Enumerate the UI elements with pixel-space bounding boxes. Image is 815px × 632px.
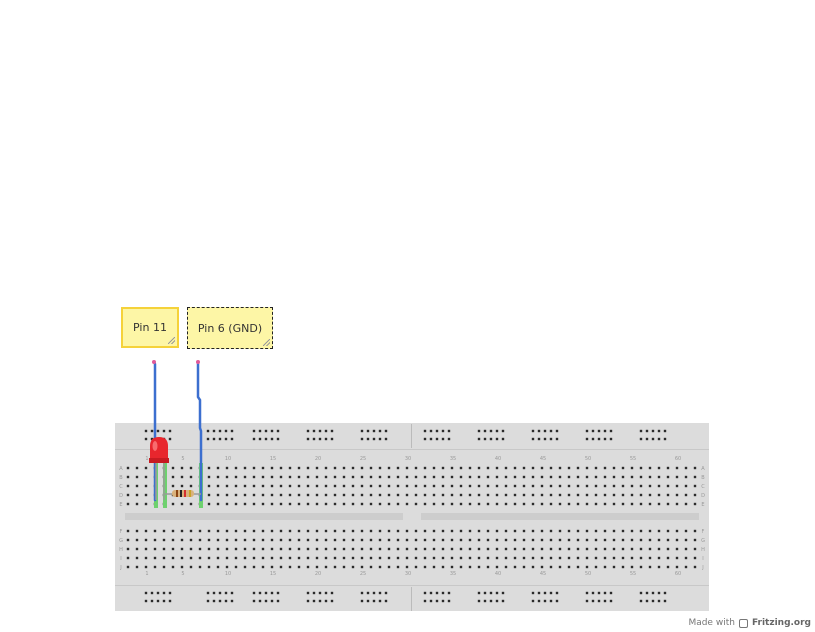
wire-pin-11[interactable] [152,360,157,502]
center-channel [421,513,699,520]
note-pin-6-gnd[interactable]: Pin 6 (GND) [187,307,273,349]
column-label: 55 [630,456,636,462]
row-label: B [701,475,705,481]
row-label: G [701,538,705,544]
column-label: 50 [585,571,591,577]
row-label: C [701,484,705,490]
column-label: 20 [315,571,321,577]
column-label: 60 [675,456,681,462]
column-label: 25 [360,456,366,462]
column-label: 15 [270,456,276,462]
row-label: G [119,538,123,544]
row-label: J [701,565,703,571]
column-label: 30 [405,571,411,577]
fritzing-credit: Made with Fritzing.org [688,618,811,628]
note-text: Pin 11 [133,321,167,334]
row-label: I [120,556,121,562]
rail-split [411,587,412,611]
column-label: 10 [225,456,231,462]
wire-pin-6-gnd[interactable] [196,360,203,502]
rail-divider [115,449,709,450]
column-label: 40 [495,456,501,462]
row-label: D [701,493,705,499]
breadboard-labels: 1155101015152020252530303535404045455050… [119,456,705,577]
wire-end[interactable] [196,360,200,364]
rail-split [411,424,412,448]
note-pin-11[interactable]: Pin 11 [121,307,179,348]
column-label: 45 [540,456,546,462]
column-label: 35 [450,571,456,577]
breadboard-holes [126,429,697,603]
resize-grip-icon[interactable] [263,339,270,346]
row-label: A [119,466,123,472]
credit-prefix: Made with [688,618,735,628]
row-label: E [119,502,122,508]
column-label: 10 [225,571,231,577]
column-label: 25 [360,571,366,577]
center-channel [125,513,403,520]
column-label: 15 [270,571,276,577]
column-label: 5 [181,456,184,462]
column-label: 50 [585,456,591,462]
resize-grip-icon[interactable] [168,337,175,344]
row-label: C [119,484,123,490]
row-label: A [701,466,705,472]
rail-divider [115,585,709,586]
column-label: 20 [315,456,321,462]
note-text: Pin 6 (GND) [197,321,263,335]
row-label: F [120,529,123,535]
row-label: I [702,556,703,562]
column-label: 45 [540,571,546,577]
led[interactable] [149,437,169,500]
fritzing-logo-icon [738,618,748,628]
column-label: 35 [450,456,456,462]
column-label: 5 [181,571,184,577]
row-label: H [701,547,705,553]
column-label: 1 [145,571,148,577]
row-label: D [119,493,123,499]
column-label: 55 [630,571,636,577]
row-label: E [701,502,704,508]
column-label: 30 [405,456,411,462]
credit-brand: Fritzing.org [751,618,811,628]
row-label: F [702,529,705,535]
column-label: 60 [675,571,681,577]
resistor[interactable] [165,490,201,497]
row-label: J [119,565,121,571]
row-label: H [119,547,123,553]
column-label: 1 [145,456,148,462]
row-label: B [119,475,123,481]
column-label: 40 [495,571,501,577]
wire-end[interactable] [152,360,156,364]
